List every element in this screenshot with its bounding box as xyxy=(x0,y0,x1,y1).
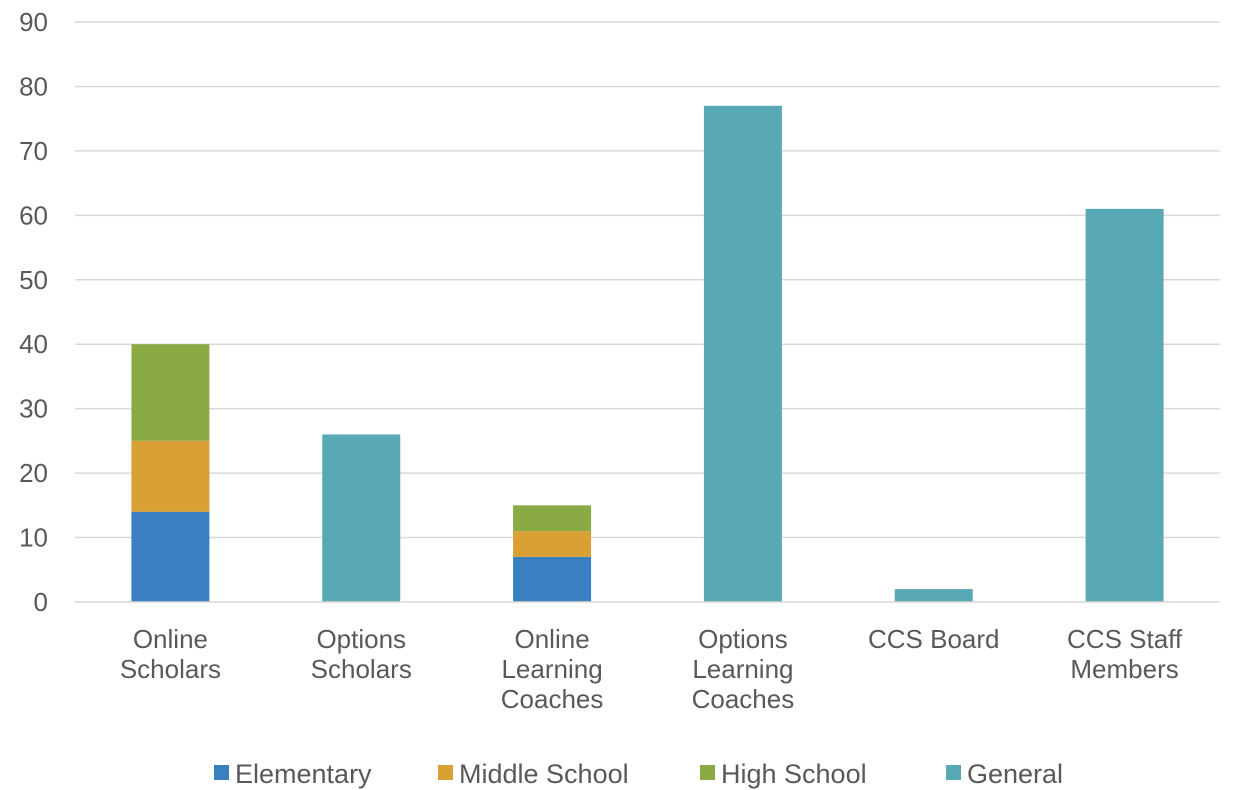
legend-swatch xyxy=(438,765,453,780)
x-category-label-line: Coaches xyxy=(692,684,795,714)
x-category-label-line: Scholars xyxy=(311,654,412,684)
x-category-label-line: CCS Staff xyxy=(1067,624,1183,654)
x-category-label: CCS Staff Members xyxy=(1067,624,1183,684)
legend-swatch xyxy=(214,765,229,780)
legend-label: Elementary xyxy=(235,759,372,789)
bar-segment-high-school xyxy=(513,505,592,532)
legend-swatch xyxy=(946,765,961,780)
y-tick-label: 60 xyxy=(19,200,48,230)
x-category-label: CCS Board xyxy=(868,624,1000,654)
bar-segment-general xyxy=(703,105,782,603)
x-category-label: Online Learning Coaches xyxy=(501,624,604,714)
x-category-label-line: Options xyxy=(698,624,788,654)
bar-segment-middle-school xyxy=(513,531,592,557)
x-category-label-line: Learning xyxy=(501,654,602,684)
bar-segment-general xyxy=(322,434,401,602)
x-category-label-line: Scholars xyxy=(120,654,221,684)
y-tick-label: 90 xyxy=(19,7,48,37)
y-tick-label: 10 xyxy=(19,523,48,553)
y-tick-label: 80 xyxy=(19,71,48,101)
bar-segment-general xyxy=(894,589,973,602)
gridlines xyxy=(75,21,1220,539)
x-category-label-line: Options xyxy=(316,624,406,654)
x-category-label-line: CCS Board xyxy=(868,624,1000,654)
legend: Elementary Middle School High School Genera… xyxy=(214,759,1063,789)
y-tick-label: 40 xyxy=(19,329,48,359)
y-tick-label: 30 xyxy=(19,394,48,424)
bar-segment-elementary xyxy=(131,511,210,602)
x-category-label-line: Members xyxy=(1070,654,1178,684)
x-category-label: Options Scholars xyxy=(311,624,412,684)
y-axis-ticks: 0 10 20 30 40 50 60 70 80 90 xyxy=(19,7,48,617)
x-category-label-line: Online xyxy=(515,624,590,654)
bars xyxy=(131,105,1164,603)
x-category-label-line: Coaches xyxy=(501,684,604,714)
x-category-label-line: Online xyxy=(133,624,208,654)
legend-label: Middle School xyxy=(459,759,629,789)
y-tick-label: 70 xyxy=(19,136,48,166)
bar-segment-high-school xyxy=(131,344,210,441)
x-category-label: Online Scholars xyxy=(120,624,221,684)
legend-swatch xyxy=(700,765,715,780)
y-tick-label: 20 xyxy=(19,458,48,488)
legend-label: High School xyxy=(721,759,867,789)
x-category-label: Options Learning Coaches xyxy=(692,624,795,714)
x-category-label-line: Learning xyxy=(692,654,793,684)
y-tick-label: 50 xyxy=(19,265,48,295)
legend-label: General xyxy=(967,759,1063,789)
bar-segment-middle-school xyxy=(131,440,210,512)
bar-segment-general xyxy=(1085,208,1164,602)
y-tick-label: 0 xyxy=(34,587,48,617)
bar-segment-elementary xyxy=(513,556,592,602)
